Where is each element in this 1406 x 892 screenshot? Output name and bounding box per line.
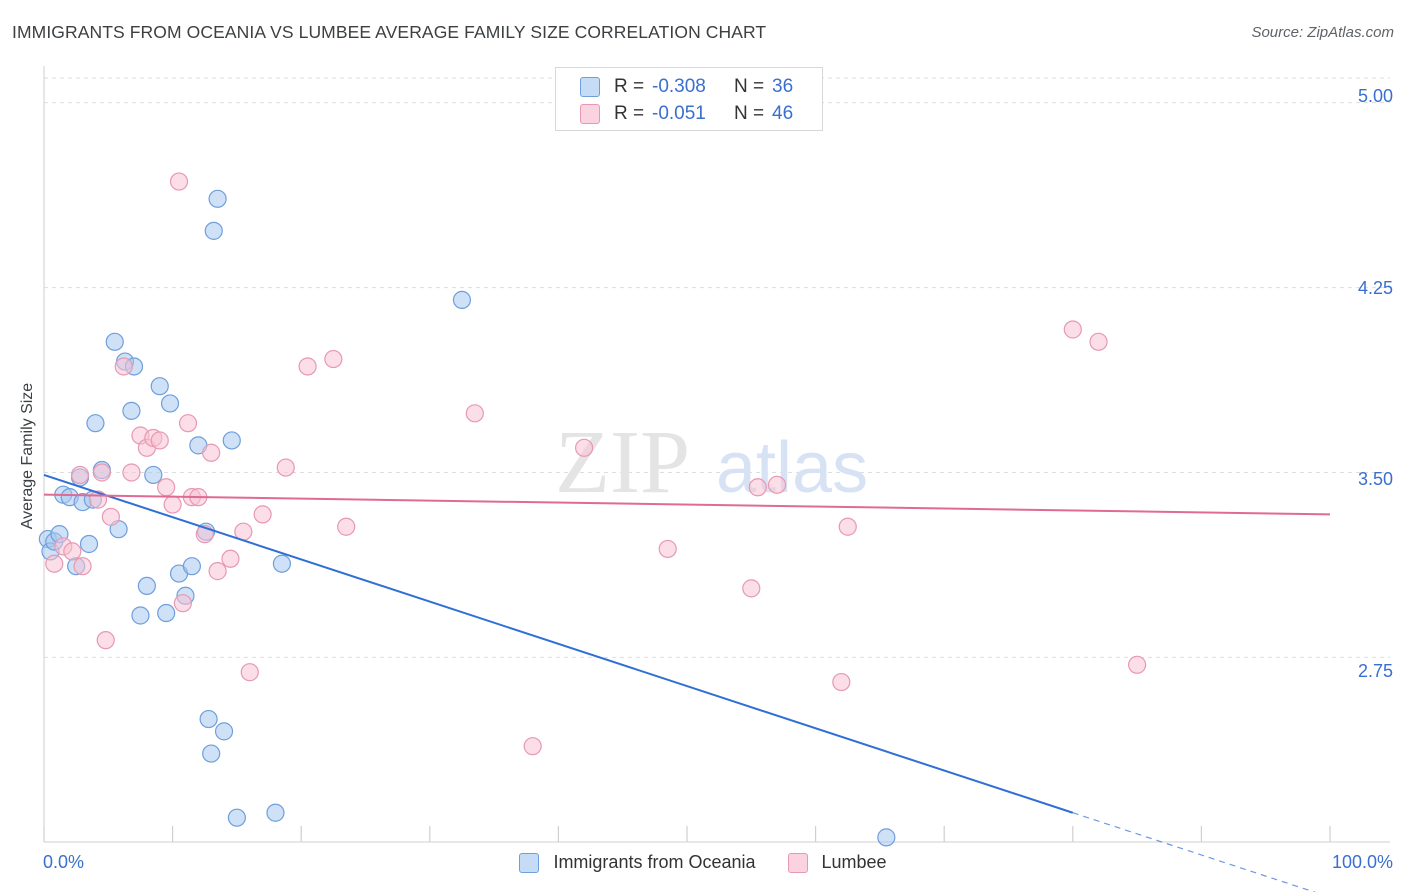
legend-label: Lumbee xyxy=(821,852,887,872)
lumbee-point xyxy=(101,507,120,526)
oceania-point xyxy=(144,465,163,485)
y-tick-label: 3.50 xyxy=(1357,469,1393,489)
oceania-point xyxy=(272,554,292,573)
series-legend: Immigrants from Oceania Lumbee xyxy=(0,852,1406,873)
lumbee-point xyxy=(122,463,141,482)
lumbee-point xyxy=(157,478,176,497)
lumbee-point xyxy=(114,357,133,376)
oceania-point xyxy=(208,189,227,208)
legend-r-label: R = xyxy=(614,103,645,124)
legend-n-value: 46 xyxy=(772,103,794,124)
oceania-point xyxy=(182,557,201,576)
legend-swatch-blue xyxy=(519,852,540,873)
legend-n-value: 36 xyxy=(772,76,794,97)
lumbee-point xyxy=(253,505,272,524)
lumbee-point xyxy=(63,542,82,561)
lumbee-point xyxy=(70,465,90,485)
axes xyxy=(43,66,1390,843)
oceania-point xyxy=(79,534,99,554)
oceania-point xyxy=(137,576,156,596)
oceania-trendline xyxy=(43,474,1074,814)
correlation-legend: R = -0.308 N = 36 R = -0.051 N = 46 xyxy=(555,67,823,131)
trendlines xyxy=(43,474,1331,892)
source-label: Source: ZipAtlas.com xyxy=(1251,24,1394,41)
y-tick-label: 4.25 xyxy=(1357,278,1393,298)
lumbee-point xyxy=(173,594,192,613)
legend-swatch-pink xyxy=(580,104,600,124)
lumbee-point xyxy=(742,579,761,598)
oceania-point xyxy=(227,808,246,827)
lumbee-point xyxy=(221,549,240,568)
lumbee-point xyxy=(178,414,198,433)
legend-item-oceania[interactable]: Immigrants from Oceania xyxy=(519,852,756,873)
legend-n-label: N = xyxy=(734,103,765,124)
legend-r-value: -0.051 xyxy=(652,103,706,124)
lumbee-point xyxy=(838,517,857,536)
legend-label: Immigrants from Oceania xyxy=(553,852,756,872)
data-points xyxy=(38,172,1147,847)
lumbee-point xyxy=(276,458,295,477)
legend-n-label: N = xyxy=(734,76,765,97)
lumbee-point xyxy=(575,438,594,457)
lumbee-point xyxy=(45,554,64,573)
lumbee-point xyxy=(1127,655,1147,674)
oceania-point xyxy=(877,828,896,847)
lumbee-point xyxy=(92,463,111,482)
oceania-point xyxy=(105,332,124,351)
oceania-point xyxy=(160,394,180,413)
lumbee-point xyxy=(1089,332,1108,351)
legend-row-oceania: R = -0.308 N = 36 xyxy=(580,75,793,99)
lumbee-point xyxy=(169,172,189,191)
oceania-point xyxy=(199,709,218,729)
oceania-point xyxy=(214,722,234,741)
y-tick-label: 5.00 xyxy=(1357,86,1393,106)
watermark-atlas: atlas xyxy=(716,428,868,508)
y-tick-label: 2.75 xyxy=(1357,661,1393,681)
oceania-point xyxy=(222,431,241,450)
lumbee-point xyxy=(337,517,356,536)
lumbee-point xyxy=(465,404,484,423)
lumbee-point xyxy=(523,737,542,756)
lumbee-point xyxy=(658,539,677,559)
legend-row-lumbee: R = -0.051 N = 46 xyxy=(580,102,793,126)
oceania-point xyxy=(204,221,223,240)
x-tick-label-min: 0.0% xyxy=(43,852,85,872)
lumbee-point xyxy=(163,495,182,514)
oceania-point xyxy=(150,377,169,396)
oceania-point xyxy=(266,803,285,822)
lumbee-point xyxy=(150,431,169,450)
lumbee-point xyxy=(202,443,221,462)
legend-item-lumbee[interactable]: Lumbee xyxy=(787,852,887,873)
legend-swatch-blue xyxy=(580,77,600,97)
x-tick-label-max: 100.0% xyxy=(1331,852,1393,872)
oceania-point xyxy=(157,603,176,623)
oceania-point xyxy=(202,744,221,763)
oceania-trendline-extension xyxy=(1072,812,1317,892)
lumbee-point xyxy=(748,478,767,497)
lumbee-point xyxy=(1063,320,1082,339)
legend-r-value: -0.308 xyxy=(652,76,706,97)
lumbee-point xyxy=(767,475,787,494)
lumbee-point xyxy=(208,562,227,581)
lumbee-trendline xyxy=(43,493,1331,516)
legend-swatch-pink xyxy=(787,852,808,873)
legend-r-label: R = xyxy=(614,76,645,97)
lumbee-point xyxy=(96,631,115,650)
lumbee-point xyxy=(324,349,343,369)
lumbee-point xyxy=(240,663,259,682)
lumbee-point xyxy=(298,357,317,376)
lumbee-point xyxy=(73,557,92,576)
oceania-point xyxy=(452,290,472,310)
gridlines xyxy=(44,77,1390,658)
lumbee-point xyxy=(832,672,851,692)
oceania-point xyxy=(131,606,150,625)
chart-title: IMMIGRANTS FROM OCEANIA VS LUMBEE AVERAG… xyxy=(12,22,767,42)
watermark-zip: ZIP xyxy=(555,413,690,512)
oceania-point xyxy=(122,401,141,420)
oceania-point xyxy=(86,414,105,433)
